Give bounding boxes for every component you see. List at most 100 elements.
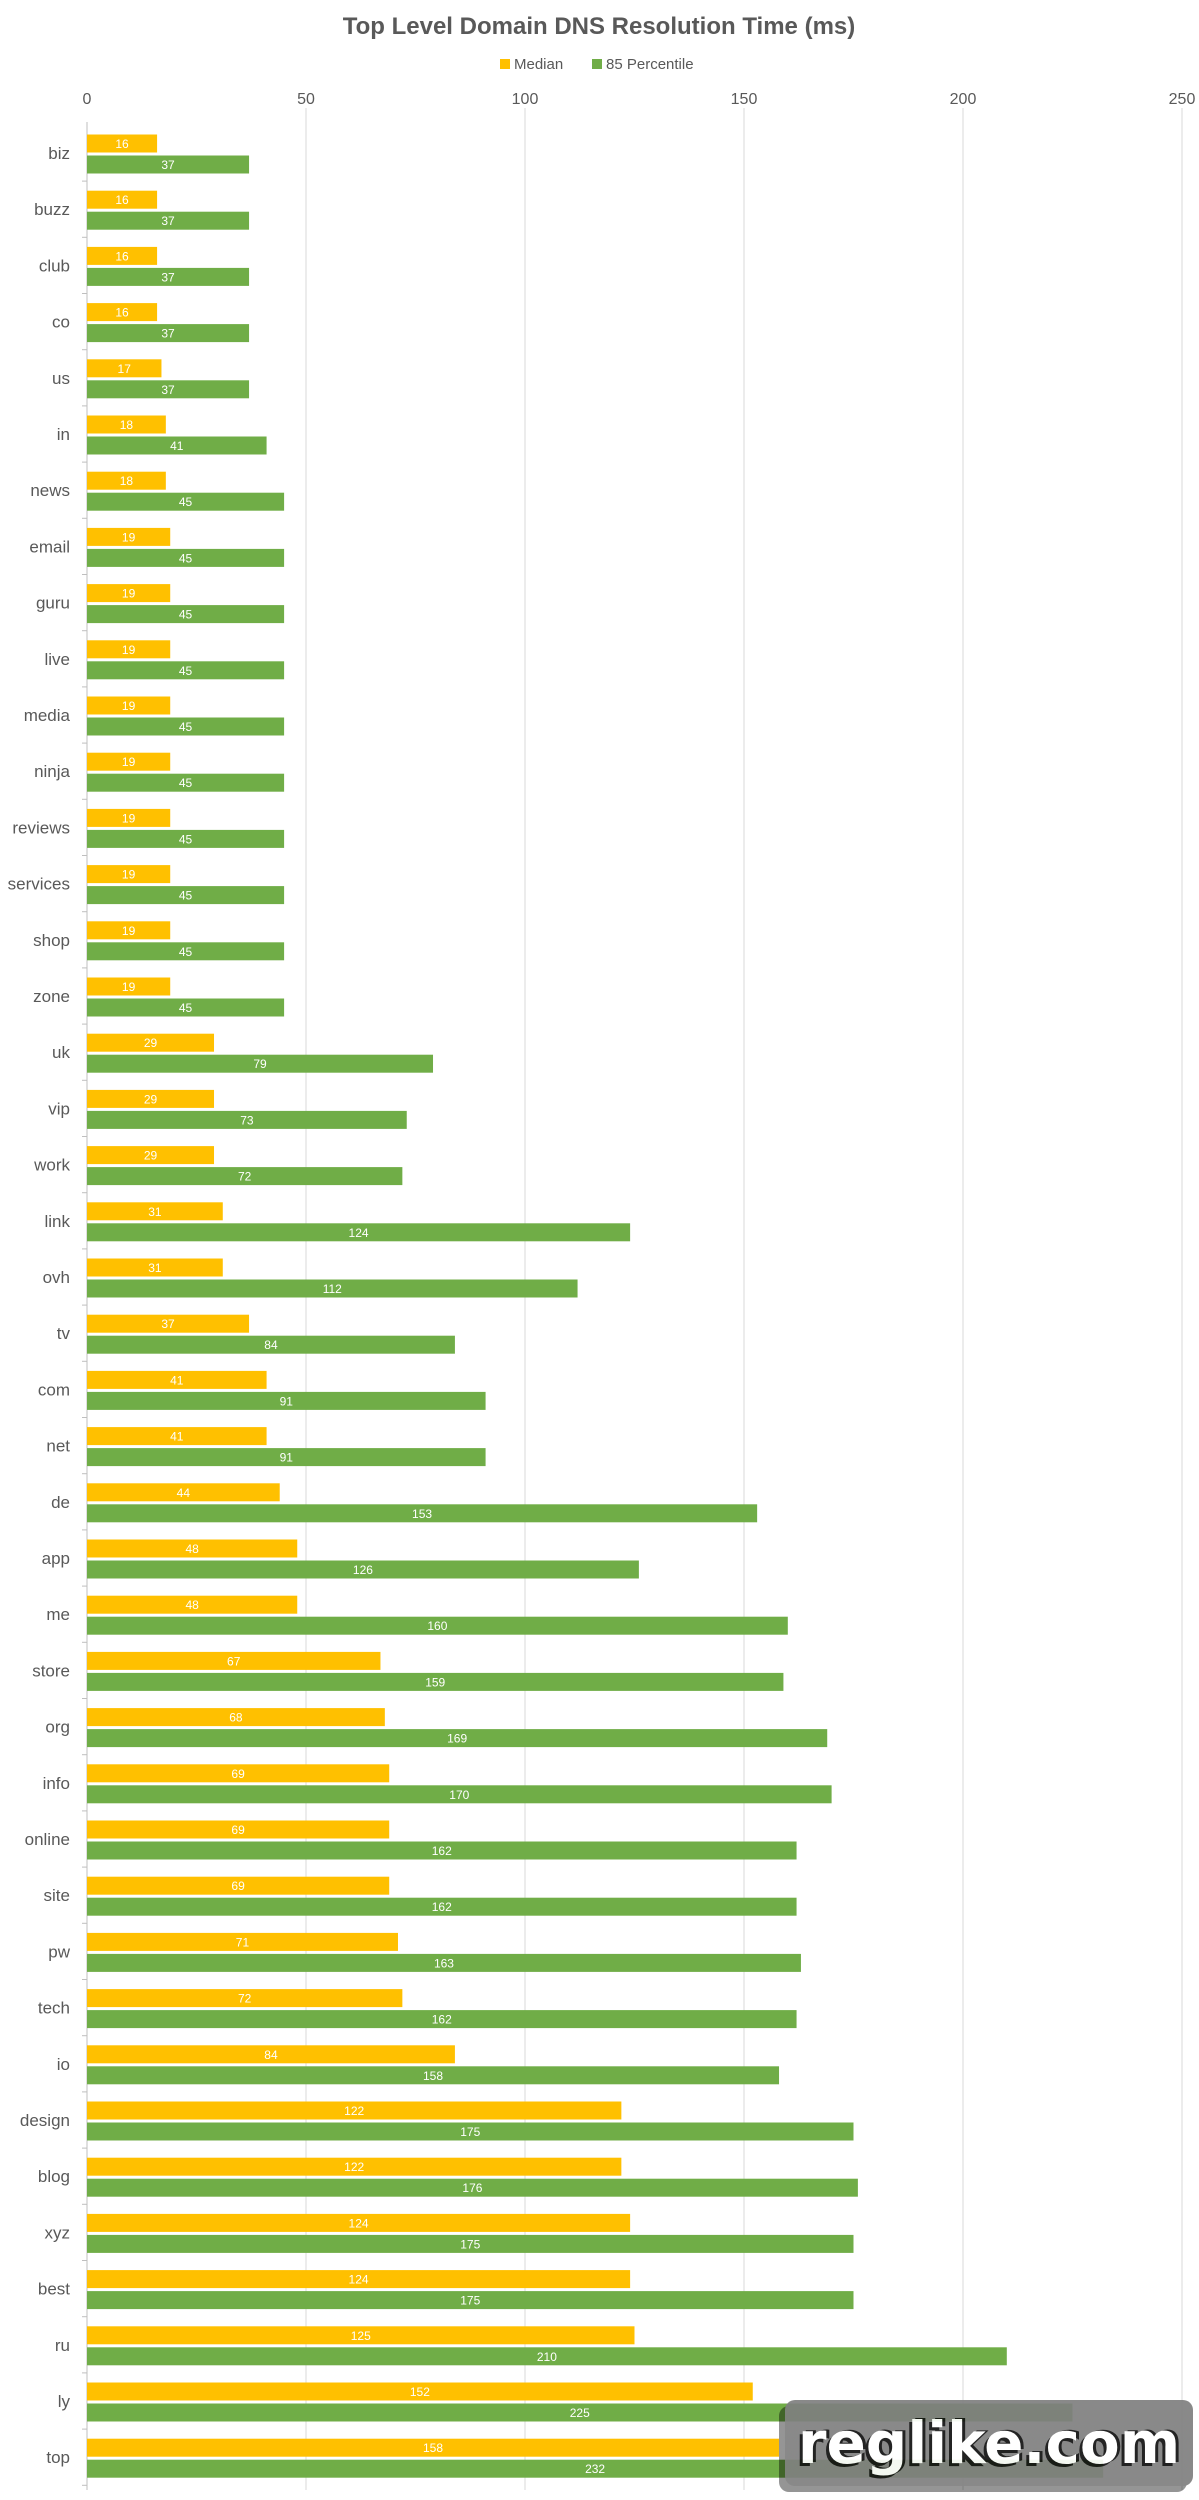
bar-p85-me — [87, 1616, 788, 1635]
bar-label-median-pw: 71 — [236, 1935, 250, 1949]
bar-label-p85-top: 232 — [585, 2462, 605, 2476]
bars: 16 37 16 37 16 37 16 37 17 37 18 41 18 45 19 45 19 45 19 45… — [87, 134, 1104, 2478]
bar-p85-xyz — [87, 2234, 854, 2253]
y-label-uk: uk — [52, 1043, 70, 1062]
bar-median-app — [87, 1539, 298, 1558]
bar-median-co — [87, 303, 158, 322]
bar-median-best — [87, 2270, 631, 2289]
bar-median-de — [87, 1483, 280, 1502]
bar-label-median-blog: 122 — [344, 2160, 364, 2174]
bar-label-p85-site: 162 — [432, 1900, 452, 1914]
y-label-live: live — [44, 650, 70, 669]
bar-p85-io — [87, 2066, 780, 2085]
y-label-co: co — [52, 313, 70, 332]
y-label-de: de — [51, 1493, 70, 1512]
x-tick-label-0: 0 — [83, 91, 92, 108]
x-tick-label-50: 50 — [297, 91, 315, 108]
y-label-top: top — [46, 2448, 70, 2467]
bar-label-p85-news: 45 — [179, 495, 193, 509]
bar-p85-de — [87, 1504, 758, 1523]
bar-median-guru — [87, 584, 171, 603]
bar-label-p85-live: 45 — [179, 664, 193, 678]
y-label-xyz: xyz — [45, 2223, 71, 2242]
y-label-biz: biz — [48, 144, 70, 163]
bar-median-club — [87, 246, 158, 265]
y-label-email: email — [29, 537, 70, 556]
bar-label-median-xyz: 124 — [349, 2216, 369, 2230]
bar-median-services — [87, 865, 171, 884]
bar-label-median-online: 69 — [231, 1823, 245, 1837]
watermark-logo: reglike.com — [785, 2400, 1193, 2486]
bar-label-p85-uk: 79 — [253, 1057, 267, 1071]
bar-median-media — [87, 696, 171, 715]
bar-median-us — [87, 359, 162, 378]
bar-median-vip — [87, 1089, 215, 1108]
bar-label-p85-best: 175 — [460, 2294, 480, 2308]
bar-label-median-tech: 72 — [238, 1992, 252, 2006]
watermark-text: reglike.com — [797, 2409, 1181, 2477]
bar-label-p85-vip: 73 — [240, 1113, 254, 1127]
bar-label-median-app: 48 — [185, 1542, 199, 1556]
bar-label-p85-biz: 37 — [161, 158, 175, 172]
bar-label-p85-app: 126 — [353, 1563, 373, 1577]
bar-label-p85-io: 158 — [423, 2069, 443, 2083]
legend-label-0: Median — [514, 56, 563, 73]
bar-label-p85-info: 170 — [449, 1788, 469, 1802]
bar-median-tech — [87, 1989, 403, 2008]
bar-median-work — [87, 1146, 215, 1165]
bar-label-p85-xyz: 175 — [460, 2237, 480, 2251]
bar-p85-co — [87, 324, 250, 343]
bar-label-median-biz: 16 — [115, 137, 129, 151]
y-label-zone: zone — [33, 987, 70, 1006]
bar-label-median-design: 122 — [344, 2104, 364, 2118]
bar-label-p85-email: 45 — [179, 551, 193, 565]
bar-median-reviews — [87, 808, 171, 827]
bar-label-median-shop: 19 — [122, 924, 136, 938]
bar-median-email — [87, 527, 171, 546]
legend: Median 85 Percentile — [500, 56, 694, 73]
y-label-blog: blog — [38, 2167, 70, 2186]
y-label-com: com — [38, 1380, 70, 1399]
y-label-ly: ly — [58, 2392, 71, 2411]
y-label-club: club — [39, 256, 70, 275]
bar-p85-zone — [87, 998, 285, 1017]
bar-p85-email — [87, 548, 285, 567]
bar-p85-tech — [87, 2010, 797, 2029]
y-label-ninja: ninja — [34, 762, 70, 781]
bar-p85-link — [87, 1223, 631, 1242]
bar-median-uk — [87, 1033, 215, 1052]
bar-p85-vip — [87, 1110, 407, 1129]
y-label-media: media — [24, 706, 71, 725]
bar-label-p85-work: 72 — [238, 1170, 252, 1184]
bar-median-shop — [87, 921, 171, 940]
y-label-org: org — [45, 1718, 70, 1737]
bar-label-median-live: 19 — [122, 643, 136, 657]
legend-swatch-1 — [592, 59, 602, 69]
bar-label-p85-tech: 162 — [432, 2013, 452, 2027]
bar-label-p85-shop: 45 — [179, 945, 193, 959]
bar-label-median-zone: 19 — [122, 980, 136, 994]
legend-swatch-0 — [500, 59, 510, 69]
bar-median-blog — [87, 2157, 622, 2176]
bar-label-median-store: 67 — [227, 1654, 241, 1668]
y-label-link: link — [44, 1212, 70, 1231]
y-label-best: best — [38, 2280, 70, 2299]
bar-label-median-info: 69 — [231, 1767, 245, 1781]
bar-label-median-de: 44 — [177, 1486, 191, 1500]
bar-label-median-ninja: 19 — [122, 755, 136, 769]
bar-median-live — [87, 640, 171, 659]
bar-median-top — [87, 2438, 780, 2457]
bar-label-median-best: 124 — [349, 2273, 369, 2287]
bar-label-p85-reviews: 45 — [179, 832, 193, 846]
bar-label-p85-in: 41 — [170, 439, 184, 453]
bar-p85-ru — [87, 2347, 1007, 2366]
bar-label-p85-ru: 210 — [537, 2350, 557, 2364]
bar-p85-guru — [87, 605, 285, 624]
bar-label-p85-co: 37 — [161, 327, 175, 341]
bar-label-p85-ninja: 45 — [179, 776, 193, 790]
bar-p85-design — [87, 2122, 854, 2141]
y-label-news: news — [30, 481, 70, 500]
y-label-net: net — [46, 1437, 70, 1456]
y-label-app: app — [42, 1549, 70, 1568]
